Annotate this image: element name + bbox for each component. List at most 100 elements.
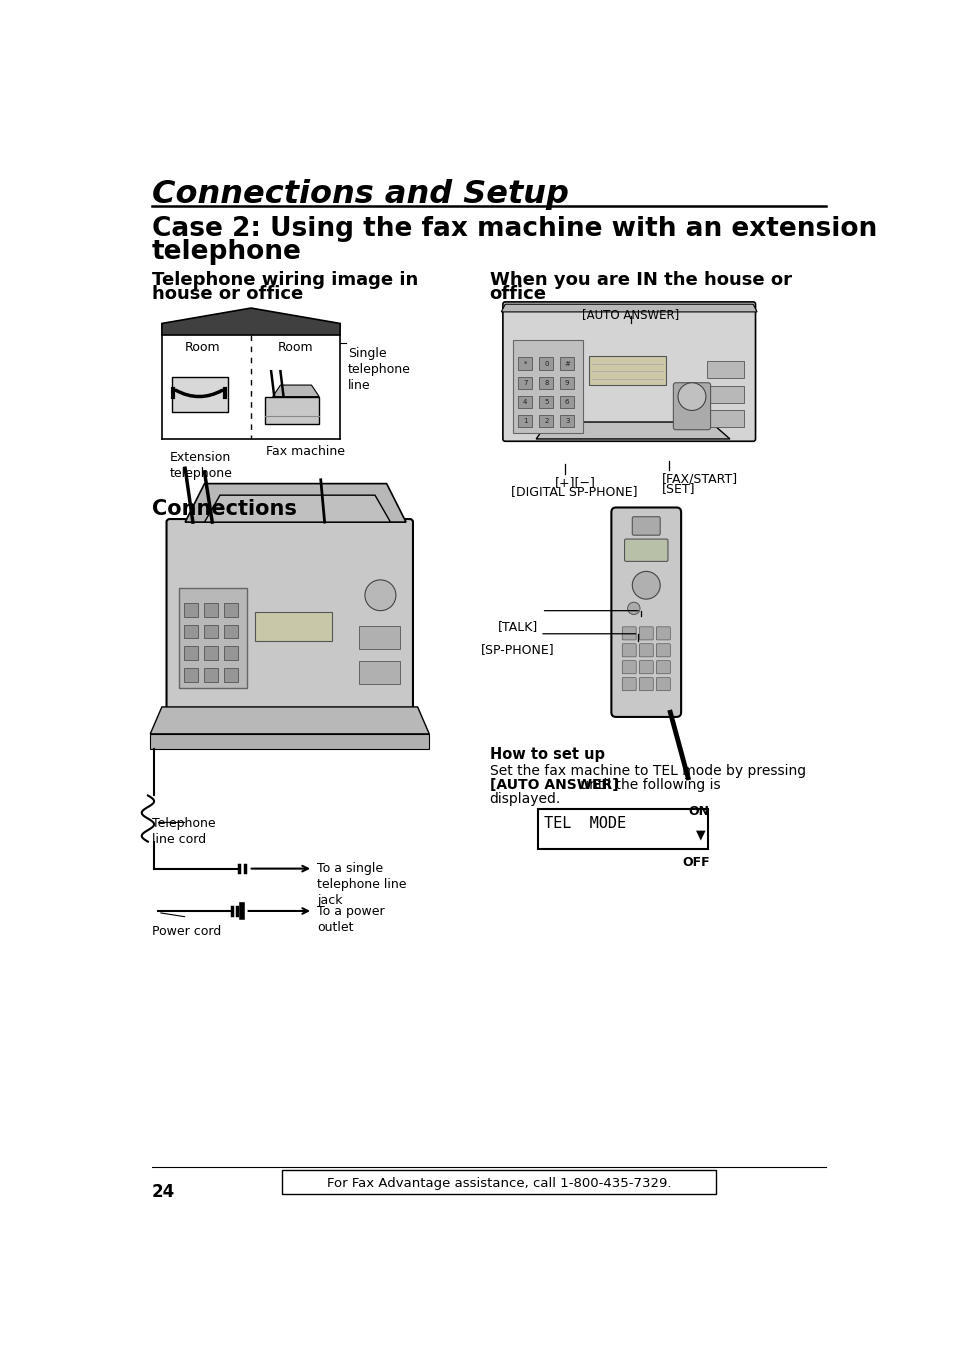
Polygon shape [204, 495, 390, 522]
FancyBboxPatch shape [639, 661, 653, 674]
Polygon shape [536, 422, 729, 439]
Text: #: # [563, 360, 570, 367]
Text: [FAX/START]: [FAX/START] [661, 472, 737, 485]
Text: TEL  MODE: TEL MODE [543, 817, 625, 832]
FancyBboxPatch shape [621, 678, 636, 690]
Text: To a power
outlet: To a power outlet [316, 905, 384, 934]
Bar [537, 809, 707, 849]
FancyBboxPatch shape [656, 644, 670, 656]
Bar [172, 377, 228, 412]
Text: Room: Room [185, 341, 220, 355]
Text: Telephone
line cord: Telephone line cord [152, 817, 215, 847]
Bar [538, 415, 553, 427]
FancyBboxPatch shape [639, 644, 653, 656]
Bar [513, 341, 582, 433]
Text: 1: 1 [522, 418, 527, 425]
Text: [AUTO ANSWER]: [AUTO ANSWER] [581, 309, 679, 321]
Bar [706, 411, 743, 427]
Text: 2: 2 [543, 418, 548, 425]
Polygon shape [185, 484, 406, 522]
Text: 3: 3 [564, 418, 569, 425]
Text: 9: 9 [564, 380, 569, 386]
Text: Room: Room [278, 341, 314, 355]
Text: 6: 6 [564, 399, 569, 404]
Text: Case 2: Using the fax machine with an extension: Case 2: Using the fax machine with an ex… [152, 216, 876, 241]
FancyBboxPatch shape [624, 539, 667, 561]
Text: 0: 0 [543, 360, 548, 367]
FancyBboxPatch shape [621, 627, 636, 640]
Text: Fax machine: Fax machine [266, 445, 345, 458]
Text: How to set up: How to set up [489, 747, 604, 762]
Text: Extension
telephone: Extension telephone [170, 450, 233, 480]
Text: house or office: house or office [152, 284, 303, 303]
FancyBboxPatch shape [621, 661, 636, 674]
FancyBboxPatch shape [632, 516, 659, 535]
Text: telephone: telephone [152, 239, 301, 264]
Bar [517, 357, 532, 369]
Polygon shape [162, 309, 340, 336]
Bar [538, 396, 553, 408]
Bar [538, 376, 553, 390]
Bar [517, 376, 532, 390]
Text: 5: 5 [543, 399, 548, 404]
FancyBboxPatch shape [656, 678, 670, 690]
Bar [559, 415, 574, 427]
FancyBboxPatch shape [167, 519, 413, 710]
Bar [559, 396, 574, 408]
FancyBboxPatch shape [639, 627, 653, 640]
Text: 7: 7 [522, 380, 527, 386]
Text: Set the fax machine to TEL mode by pressing: Set the fax machine to TEL mode by press… [489, 764, 805, 778]
Bar [282, 1170, 716, 1193]
Text: [DIGITAL SP-PHONE]: [DIGITAL SP-PHONE] [510, 485, 637, 499]
Bar [359, 661, 399, 683]
Text: When you are IN the house or: When you are IN the house or [489, 271, 791, 288]
Text: ▼: ▼ [695, 828, 704, 841]
Circle shape [632, 572, 659, 599]
Text: To a single
telephone line
jack: To a single telephone line jack [316, 863, 406, 907]
Polygon shape [150, 706, 429, 733]
FancyBboxPatch shape [502, 302, 755, 441]
Bar [706, 386, 743, 403]
Text: 24: 24 [152, 1182, 174, 1201]
Bar [559, 357, 574, 369]
Bar [183, 646, 197, 661]
Text: [AUTO ANSWER]: [AUTO ANSWER] [489, 778, 618, 791]
Bar [559, 376, 574, 390]
FancyBboxPatch shape [656, 661, 670, 674]
Circle shape [365, 580, 395, 611]
Text: Connections: Connections [152, 499, 296, 519]
Bar [224, 603, 237, 617]
FancyBboxPatch shape [611, 507, 680, 717]
Bar [359, 625, 399, 650]
FancyBboxPatch shape [673, 383, 710, 430]
Bar [179, 588, 247, 687]
Text: Connections and Setup: Connections and Setup [152, 179, 568, 210]
Bar [150, 733, 429, 749]
FancyBboxPatch shape [621, 644, 636, 656]
Text: [SET]: [SET] [661, 483, 695, 495]
Text: *: * [523, 360, 526, 367]
Text: ON: ON [688, 805, 709, 818]
Bar [204, 667, 217, 682]
Bar [254, 612, 332, 642]
Bar [204, 646, 217, 661]
Bar [224, 624, 237, 639]
Polygon shape [273, 386, 319, 396]
Bar [517, 396, 532, 408]
Bar [224, 667, 237, 682]
Bar [183, 624, 197, 639]
Text: displayed.: displayed. [489, 791, 560, 806]
Bar [517, 415, 532, 427]
Text: Power cord: Power cord [152, 925, 221, 938]
Circle shape [627, 603, 639, 615]
Bar [538, 357, 553, 369]
Text: Single
telephone
line: Single telephone line [348, 346, 411, 391]
FancyBboxPatch shape [639, 678, 653, 690]
Bar [588, 356, 666, 386]
Bar [265, 396, 319, 423]
Text: office: office [489, 284, 546, 303]
Text: [TALK]: [TALK] [497, 620, 537, 634]
Polygon shape [500, 305, 757, 311]
Bar [706, 361, 743, 379]
Bar [204, 624, 217, 639]
